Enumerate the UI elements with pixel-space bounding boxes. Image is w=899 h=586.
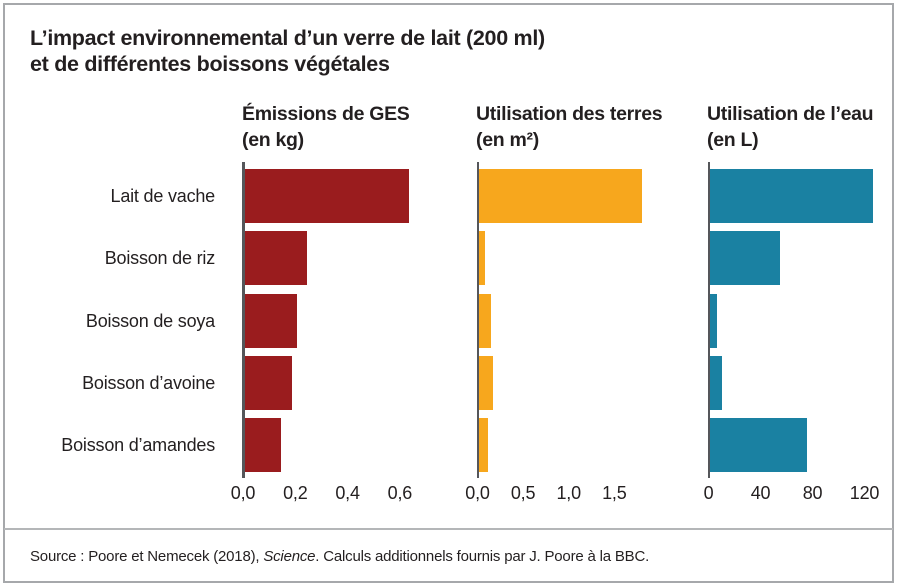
x-tick-label-eau-2: 80: [802, 483, 823, 503]
source-prefix: Source : Poore et Nemecek (2018),: [30, 548, 264, 565]
panel-header-eau-line2: (en L): [707, 129, 759, 151]
panel-header-terres-line2: (en m²): [476, 129, 539, 151]
bar-emissions-riz: [244, 231, 308, 286]
bar-terres-amandes: [479, 418, 489, 473]
bar-terres-lait: [479, 169, 643, 223]
x-tick-label-eau-3: 120: [849, 483, 880, 503]
y-axis-line-emissions: [242, 162, 245, 478]
bar-emissions-avoine: [244, 355, 292, 410]
x-tick-label-eau-1: 40: [750, 483, 771, 503]
bar-eau-amandes: [710, 418, 807, 473]
y-axis-line-eau: [707, 162, 710, 478]
bar-terres-riz: [479, 231, 486, 286]
category-label-lait: Lait de vache: [110, 186, 216, 206]
bar-terres-avoine: [479, 355, 493, 410]
source-journal: Science: [263, 548, 316, 565]
panel-header-emissions-line2: (en kg): [242, 129, 304, 151]
x-tick-label-emissions-0: 0,0: [230, 483, 256, 503]
bar-eau-soya: [710, 293, 718, 348]
panel-header-eau: Utilisation de l’eau (en L): [707, 101, 874, 153]
category-label-riz: Boisson de riz: [104, 248, 215, 269]
chart-title: L’impact environnemental d’un verre de l…: [30, 25, 545, 77]
source-suffix: . Calculs additionnels fournis par J. Po…: [315, 548, 650, 565]
panel-header-terres-line1: Utilisation des terres: [476, 103, 663, 125]
x-tick-label-eau-0: 0: [703, 483, 714, 503]
panel-header-terres: Utilisation des terres (en m²): [476, 101, 663, 153]
bar-eau-avoine: [710, 355, 723, 410]
x-tick-label-emissions-3: 0,6: [387, 483, 413, 503]
category-label-amandes: Boisson d’amandes: [61, 435, 215, 456]
x-tick-label-terres-0: 0,0: [465, 483, 490, 503]
panel-header-emissions: Émissions de GES (en kg): [242, 101, 410, 153]
panel-header-emissions-line1: Émissions de GES: [242, 103, 410, 125]
bar-eau-riz: [710, 231, 781, 286]
x-tick-label-emissions-1: 0,2: [283, 483, 308, 503]
category-label-avoine: Boisson d’avoine: [82, 372, 215, 393]
y-axis-line-terres: [476, 162, 479, 478]
bar-eau-lait: [710, 169, 874, 223]
bar-emissions-amandes: [244, 418, 282, 473]
bar-emissions-soya: [244, 293, 297, 348]
panel-header-eau-line1: Utilisation de l’eau: [707, 103, 874, 125]
category-label-soya: Boisson de soya: [85, 310, 215, 331]
x-tick-label-terres-3: 1,5: [602, 483, 627, 503]
bar-terres-soya: [479, 293, 491, 348]
bar-emissions-lait: [244, 169, 410, 223]
source-note: Source : Poore et Nemecek (2018), Scienc…: [30, 547, 649, 567]
x-tick-label-emissions-2: 0,4: [335, 483, 360, 503]
chart-title-line1: L’impact environnemental d’un verre de l…: [30, 26, 545, 50]
x-tick-label-terres-1: 0,5: [510, 483, 536, 503]
separator-line: [4, 528, 893, 530]
chart-title-line2: et de différentes boissons végétales: [30, 52, 390, 76]
x-tick-label-terres-2: 1,0: [556, 483, 581, 503]
